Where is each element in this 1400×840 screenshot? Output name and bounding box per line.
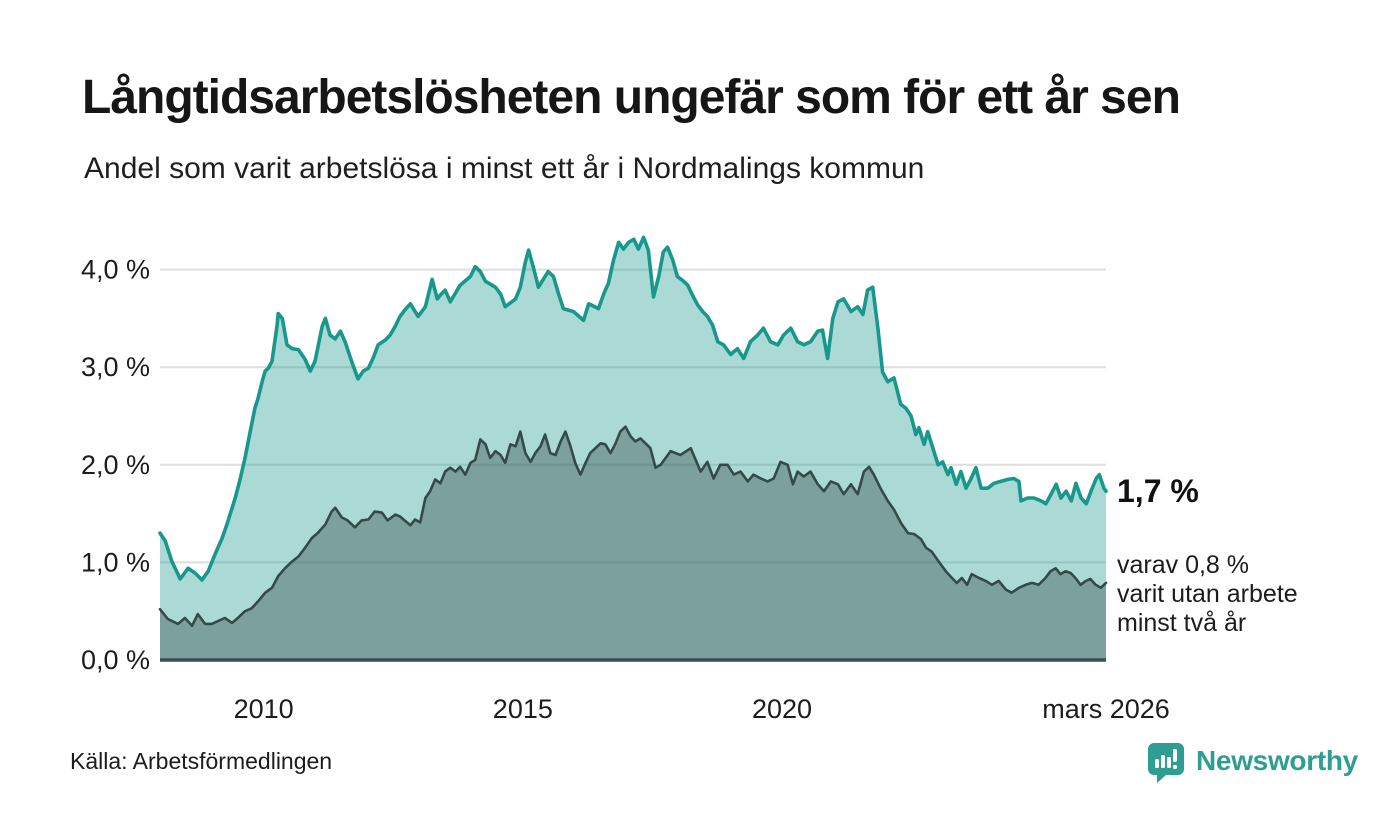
x-tick-label: 2020 bbox=[752, 694, 812, 724]
x-tick-label: 2010 bbox=[234, 694, 294, 724]
y-tick-label: 3,0 % bbox=[81, 352, 150, 382]
axis-labels: 4,0 % 3,0 % 2,0 % 1,0 % 0,0 % 2010 2015 2020 mar… bbox=[81, 255, 1170, 724]
logo-text: Newsworthy bbox=[1196, 745, 1358, 776]
source-note: Källa: Arbetsförmedlingen bbox=[70, 748, 333, 774]
secondary-value-annotation: varav 0,8 % varit utan arbete minst två … bbox=[1117, 551, 1298, 638]
line-total bbox=[158, 235, 1108, 582]
latest-value-annotation: 1,7 % bbox=[1117, 473, 1199, 509]
y-tick-label: 1,0 % bbox=[81, 547, 150, 577]
newsworthy-logo: Newsworthy bbox=[1147, 742, 1358, 784]
gridlines bbox=[160, 268, 1106, 564]
page-title: Långtidsarbetslösheten ungefär som för e… bbox=[82, 71, 1181, 124]
annotation-line: minst två år bbox=[1117, 609, 1247, 637]
annotation-line: varav 0,8 % bbox=[1117, 551, 1250, 579]
page-subtitle: Andel som varit arbetslösa i minst ett å… bbox=[84, 152, 925, 185]
area-total bbox=[160, 237, 1106, 660]
series-lines bbox=[158, 235, 1108, 662]
line-two-plus bbox=[158, 425, 1108, 628]
y-tick-label: 4,0 % bbox=[81, 255, 150, 285]
annotation-line: varit utan arbete bbox=[1117, 580, 1298, 608]
y-tick-label: 2,0 % bbox=[81, 450, 150, 480]
area-two-plus bbox=[160, 426, 1106, 660]
x-tick-label: mars 2026 bbox=[1042, 694, 1170, 724]
bar-chart-speech-bubble-icon bbox=[1148, 743, 1184, 783]
y-tick-label: 0,0 % bbox=[81, 645, 150, 675]
x-tick-label: 2015 bbox=[493, 694, 553, 724]
series-areas bbox=[160, 237, 1106, 660]
